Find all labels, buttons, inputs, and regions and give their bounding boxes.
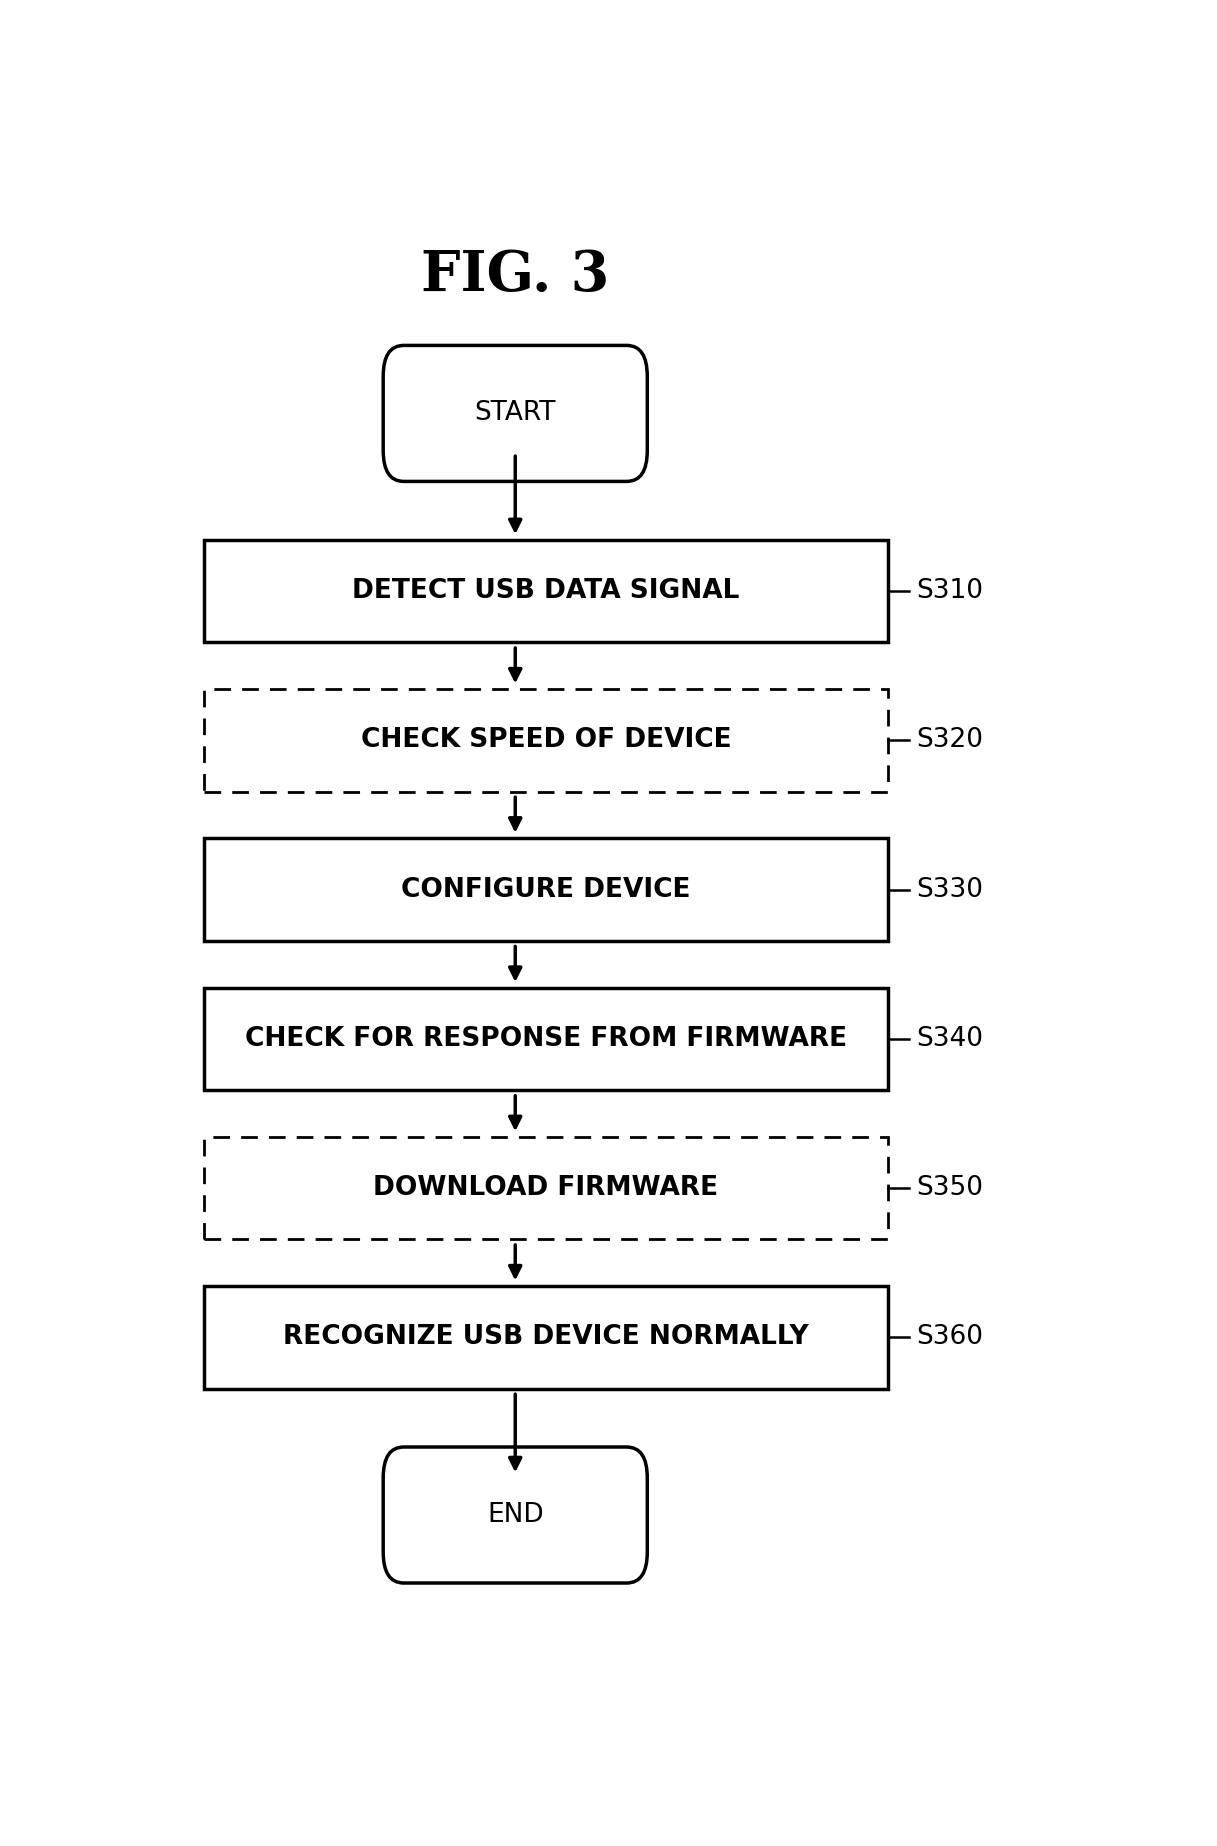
Bar bbox=[204, 988, 888, 1089]
Bar bbox=[204, 539, 888, 642]
Text: END: END bbox=[487, 1503, 544, 1528]
Text: FIG. 3: FIG. 3 bbox=[421, 247, 610, 303]
FancyBboxPatch shape bbox=[383, 345, 647, 482]
Text: S320: S320 bbox=[916, 727, 983, 753]
Text: S350: S350 bbox=[916, 1176, 983, 1202]
Text: RECOGNIZE USB DEVICE NORMALLY: RECOGNIZE USB DEVICE NORMALLY bbox=[284, 1324, 809, 1349]
Text: CONFIGURE DEVICE: CONFIGURE DEVICE bbox=[402, 877, 691, 903]
Bar bbox=[204, 1287, 888, 1388]
Text: START: START bbox=[475, 401, 556, 426]
Text: S340: S340 bbox=[916, 1026, 983, 1052]
Text: DETECT USB DATA SIGNAL: DETECT USB DATA SIGNAL bbox=[352, 578, 740, 604]
Bar bbox=[204, 1137, 888, 1239]
Bar bbox=[204, 689, 888, 792]
Text: S330: S330 bbox=[916, 877, 983, 903]
Text: S360: S360 bbox=[916, 1324, 983, 1349]
Bar bbox=[204, 838, 888, 941]
Text: CHECK SPEED OF DEVICE: CHECK SPEED OF DEVICE bbox=[360, 727, 731, 753]
Text: CHECK FOR RESPONSE FROM FIRMWARE: CHECK FOR RESPONSE FROM FIRMWARE bbox=[245, 1026, 847, 1052]
Text: S310: S310 bbox=[916, 578, 983, 604]
FancyBboxPatch shape bbox=[383, 1447, 647, 1584]
Text: DOWNLOAD FIRMWARE: DOWNLOAD FIRMWARE bbox=[374, 1176, 718, 1202]
